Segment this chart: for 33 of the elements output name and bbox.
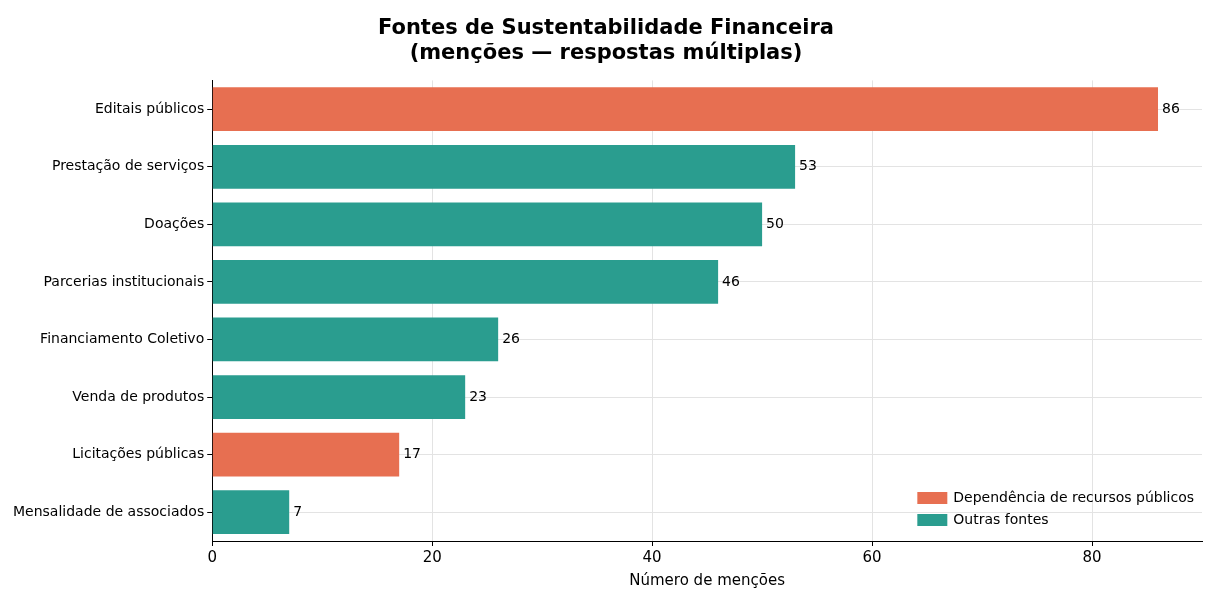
data-label: 26 <box>502 330 521 347</box>
bar <box>212 317 499 362</box>
y-tick-label: Licitações públicas <box>72 445 205 462</box>
x-tick-label: 0 <box>207 547 217 566</box>
bar <box>212 490 290 535</box>
x-axis-title: Número de menções <box>629 570 786 589</box>
bar <box>212 375 466 419</box>
legend-label: Dependência de recursos públicos <box>953 488 1195 505</box>
data-label: 50 <box>766 214 784 231</box>
y-tick-label: Financiamento Coletivo <box>40 330 205 347</box>
bar <box>212 202 763 247</box>
y-tick-label: Editais públicos <box>94 99 205 116</box>
bar <box>212 260 719 304</box>
x-tick-label: 80 <box>1082 547 1102 566</box>
x-tick-label: 40 <box>642 547 662 566</box>
data-label: 17 <box>403 445 422 462</box>
chart-title: Fontes de Sustentabilidade Financeira (menções — respostas múltiplas) <box>377 15 835 65</box>
bar <box>212 87 1159 132</box>
y-tick-label: Venda de produtos <box>72 387 205 404</box>
x-tick-label: 20 <box>422 547 442 566</box>
y-tick-label: Parcerias institucionais <box>43 272 205 289</box>
x-tick-label: 60 <box>862 547 882 566</box>
bar <box>212 432 400 477</box>
legend-label: Outras fontes <box>953 510 1049 527</box>
bar <box>212 144 796 189</box>
data-label: 86 <box>1162 99 1180 116</box>
data-label: 7 <box>293 502 303 519</box>
data-label: 46 <box>722 272 741 289</box>
data-label: 53 <box>799 157 817 174</box>
y-tick-label: Mensalidade de associados <box>12 502 205 519</box>
data-label: 23 <box>469 387 487 404</box>
y-tick-label: Prestação de serviços <box>51 157 205 174</box>
y-tick-label: Doações <box>144 214 205 231</box>
